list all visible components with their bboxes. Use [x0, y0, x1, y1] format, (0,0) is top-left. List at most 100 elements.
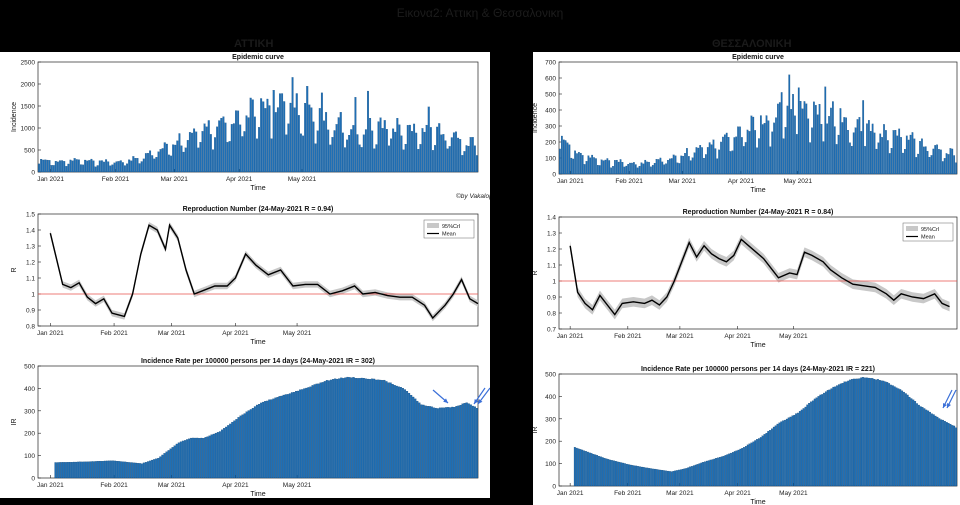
thess-ir-bar [707, 460, 710, 487]
attica-epidemic-bar [59, 160, 61, 173]
attica-ir-bar [389, 382, 392, 479]
attica-ir-bar [356, 378, 359, 479]
thess-epidemic-bar [765, 115, 768, 175]
attica-epidemic-bar [281, 93, 284, 173]
attica-ir-bar [169, 448, 172, 479]
thess-epidemic-ytick-label: 700 [545, 60, 556, 67]
thess-ir-bar [657, 469, 660, 487]
thess-ir-bar [718, 457, 721, 487]
attica-epidemic-bar [398, 124, 401, 173]
attica-epidemic-bar [377, 121, 380, 173]
thess-r-cri-band [570, 234, 950, 320]
attica-epidemic-ytick-label: 2500 [21, 60, 36, 67]
attica-epidemic-bar [411, 131, 413, 173]
attica-ir-bar [132, 462, 135, 479]
thess-epidemic-bar [742, 146, 745, 175]
attica-epidemic-bar [103, 161, 105, 173]
attica-epidemic-bar [77, 159, 80, 173]
attica-ir-ytick-label: 400 [24, 386, 35, 393]
thess-ir-bar [679, 469, 682, 487]
thess-epidemic-bar [790, 109, 793, 175]
attica-r-legend-label-mean: Mean [442, 232, 456, 238]
attica-ir-bar [175, 443, 178, 479]
attica-ir-bar [223, 428, 226, 479]
thess-ir-bar [873, 378, 876, 487]
attica-ir-bar [323, 381, 326, 479]
attica-epidemic-bar [170, 155, 172, 173]
thess-epidemic-bar [560, 135, 563, 175]
attica-epidemic-bar [448, 146, 451, 173]
attica-epidemic-xtick-label: Feb 2021 [102, 176, 130, 183]
thess-ir-bar [916, 403, 918, 487]
thess-ir-bar [793, 414, 796, 487]
thess-epidemic-bar [847, 130, 849, 175]
attica-arrow-1-head [443, 398, 448, 403]
attica-ir-bar [338, 378, 341, 479]
attica-ir-bar [412, 396, 415, 479]
thess-epidemic-bar [727, 137, 730, 175]
attica-epidemic-bar [147, 153, 149, 173]
attica-epidemic-bar [44, 159, 47, 173]
attica-ir-bar [436, 408, 439, 479]
attica-ir-bar [311, 385, 314, 479]
thess-r-title: Reproduction Number (24-May-2021 R = 0.8… [683, 209, 834, 216]
attica-epidemic-bar [220, 117, 223, 173]
thess-ir-bar [782, 420, 785, 487]
attica-ir-bar [151, 459, 154, 479]
thess-r-xtick-label: Feb 2021 [614, 333, 642, 340]
attica-ir-bar [426, 406, 429, 479]
thess-ir-bar [858, 378, 861, 487]
chart-canvas-thessaloniki: 0 100 200 300 400 500 600 700 Jan 2021 Feb 2021 Ma… [533, 54, 958, 505]
attica-ir-bar [134, 462, 137, 479]
attica-epidemic-bar [157, 151, 160, 173]
attica-epidemic-bar [432, 150, 434, 173]
attica-ir-bar [307, 387, 310, 479]
thess-epidemic-title: Epidemic curve [732, 54, 784, 61]
thess-epidemic-bar [650, 166, 652, 175]
thess-ir-bar [731, 452, 734, 487]
attica-ir-bar [171, 447, 174, 479]
thess-r-mean-line [569, 238, 950, 316]
attica-ir-bar [383, 379, 386, 479]
attica-epidemic-bar [243, 131, 246, 173]
attica-epidemic-bar [84, 159, 87, 173]
attica-ir-bar [369, 379, 372, 479]
attica-ir-bar [362, 378, 365, 479]
attica-epidemic-bar [329, 144, 332, 173]
attica-ir-bar [155, 458, 158, 479]
thess-ir-bar [756, 439, 758, 487]
attica-epidemic-bar [174, 144, 177, 173]
attica-ir-bar [204, 437, 207, 479]
thess-epidemic-bar [737, 126, 739, 175]
attica-epidemic-bar [323, 120, 325, 173]
attica-ir-title: Incidence Rate per 100000 persons per 14… [141, 358, 375, 365]
thess-epidemic-bar [824, 86, 827, 175]
thess-ir-ylabel: IR [533, 427, 539, 434]
thess-epidemic-bar [904, 149, 906, 175]
attica-ir-bar [303, 388, 306, 479]
attica-ir-bar [344, 377, 347, 479]
thess-epidemic-bar [636, 167, 639, 175]
thess-ir-bar [717, 457, 719, 487]
attica-epidemic-bar [346, 139, 348, 173]
attica-epidemic-bar [126, 163, 128, 173]
thess-ir-bar [745, 446, 747, 487]
attica-epidemic-bar [197, 147, 200, 173]
thess-epidemic-bar [572, 158, 575, 175]
thess-ir-bar [802, 408, 805, 487]
thess-epidemic-bar [585, 161, 588, 175]
attica-epidemic-bar [142, 158, 145, 173]
thess-ir-bar [811, 400, 814, 487]
thess-epidemic-bar [909, 134, 912, 175]
attica-epidemic-bar [459, 139, 462, 173]
attica-epidemic-bar [344, 147, 346, 173]
attica-ir-bar [340, 377, 343, 479]
thess-epidemic-bar [866, 123, 868, 175]
thess-ir-bar [746, 444, 749, 487]
attica-epidemic-bar [180, 145, 183, 173]
attica-ir-bar [428, 406, 431, 479]
thess-ir-bar [934, 415, 937, 487]
attica-epidemic-bar [199, 142, 202, 173]
attica-r-xtick-label: Feb 2021 [100, 330, 128, 337]
